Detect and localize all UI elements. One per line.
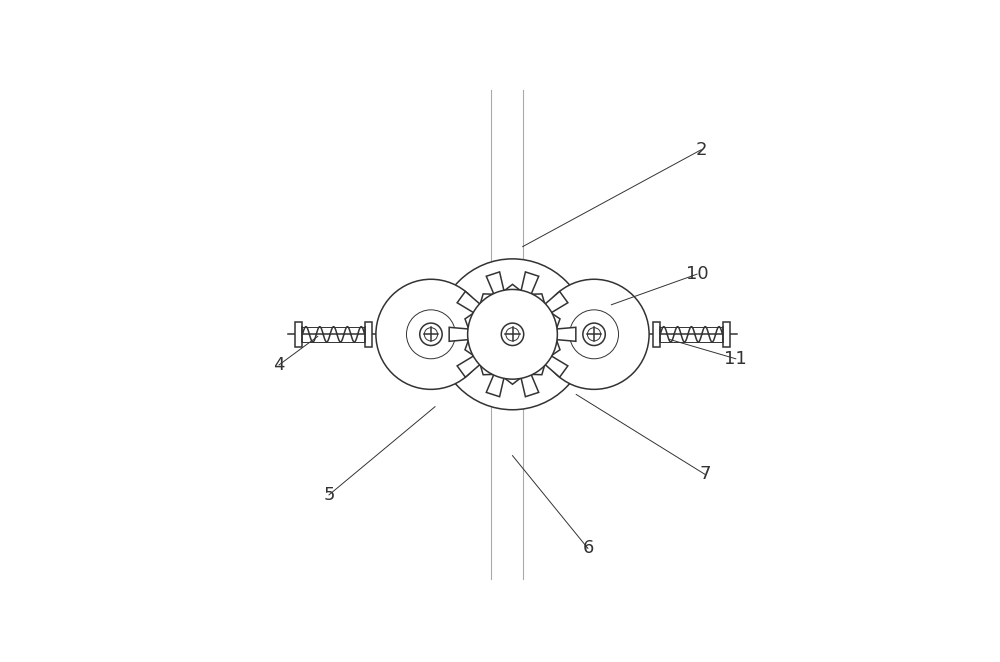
Circle shape bbox=[570, 310, 619, 359]
Circle shape bbox=[539, 279, 649, 389]
Text: 4: 4 bbox=[273, 356, 285, 374]
Circle shape bbox=[506, 328, 519, 341]
Text: 7: 7 bbox=[699, 465, 711, 483]
Circle shape bbox=[468, 289, 557, 379]
Circle shape bbox=[587, 328, 601, 341]
Bar bbox=[723, 322, 730, 346]
Bar bbox=[653, 322, 660, 346]
Text: 2: 2 bbox=[695, 141, 707, 159]
Text: 10: 10 bbox=[686, 265, 708, 283]
Circle shape bbox=[420, 323, 442, 346]
Text: 6: 6 bbox=[582, 540, 594, 557]
Bar bbox=[295, 322, 302, 346]
Text: 11: 11 bbox=[724, 350, 747, 368]
Circle shape bbox=[583, 323, 605, 346]
Polygon shape bbox=[449, 272, 576, 397]
Text: 5: 5 bbox=[323, 486, 335, 504]
Bar bbox=[365, 322, 372, 346]
Circle shape bbox=[437, 259, 588, 410]
Circle shape bbox=[376, 279, 486, 389]
Circle shape bbox=[501, 323, 524, 346]
Circle shape bbox=[406, 310, 455, 359]
Circle shape bbox=[424, 328, 438, 341]
